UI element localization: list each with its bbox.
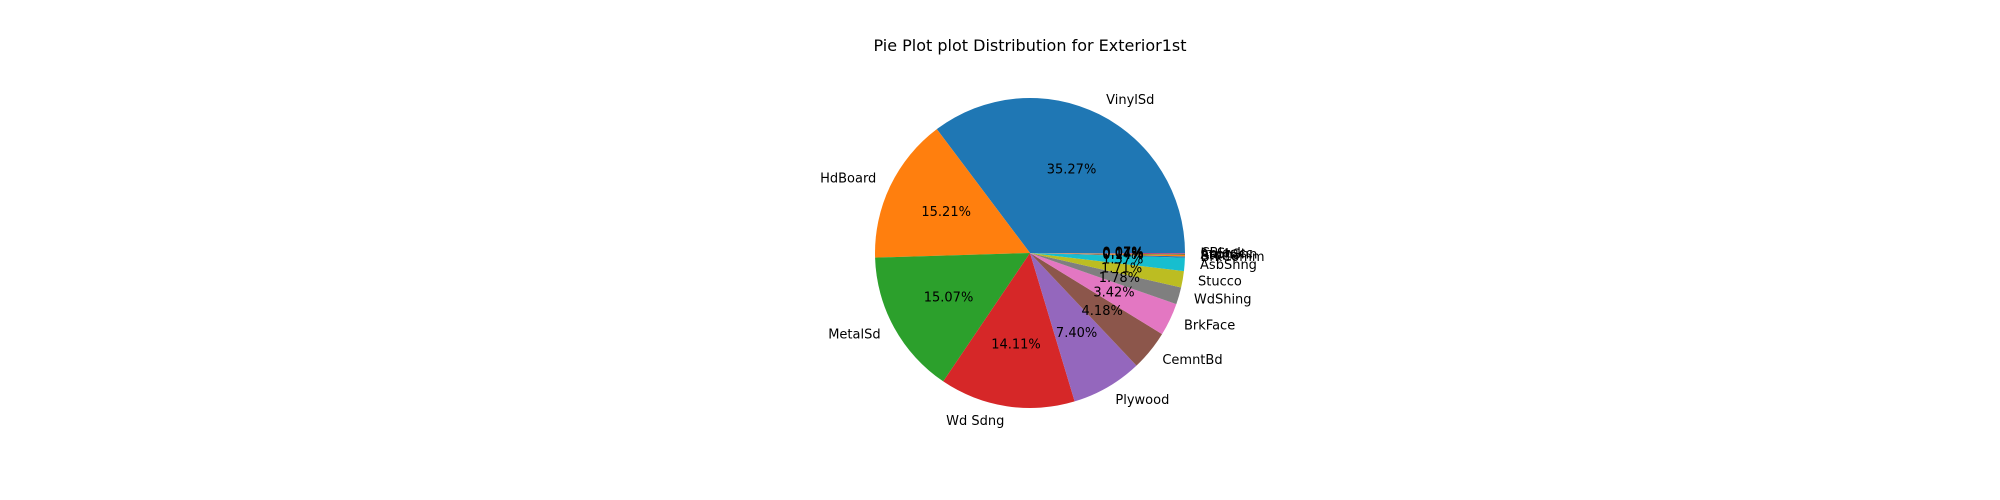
slice-pct-cblock: 0.07% <box>1102 246 1143 261</box>
pie-slice-cemntbd <box>1030 253 1163 366</box>
slice-pct-stone: 0.14% <box>1102 247 1143 262</box>
slice-label-brkcomm: BrkComm <box>1200 250 1264 265</box>
pie-slice-asbshng <box>1030 253 1185 272</box>
slice-label-metalsd: MetalSd <box>828 328 880 343</box>
pie-slice-imstucc <box>1030 253 1185 255</box>
pie-slice-cblock <box>1030 253 1185 254</box>
pie-slice-metalsd <box>875 253 1030 382</box>
pie-slice-brkcomm <box>1030 253 1185 258</box>
pie-slice-wdshing <box>1030 253 1182 305</box>
chart-title: Pie Plot plot Distribution for Exterior1… <box>873 36 1186 55</box>
pie-slice-wd-sdng <box>943 253 1075 408</box>
slice-pct-brkcomm: 0.14% <box>1102 248 1143 263</box>
slice-label-wdshing: WdShing <box>1194 293 1252 308</box>
slice-pct-wdshing: 1.78% <box>1099 271 1140 286</box>
slice-pct-imstucc: 0.07% <box>1102 246 1143 261</box>
slice-pct-asbshng: 1.37% <box>1102 252 1143 267</box>
slice-label-cemntbd: CemntBd <box>1162 353 1222 368</box>
slice-pct-metalsd: 15.07% <box>924 290 974 305</box>
slice-label-stone: Stone <box>1200 248 1238 263</box>
slice-pct-brkface: 3.42% <box>1093 285 1134 300</box>
slice-pct-hdboard: 15.21% <box>921 205 971 220</box>
slice-label-brkface: BrkFace <box>1184 319 1235 334</box>
slice-label-imstucc: ImStucc <box>1200 247 1252 262</box>
pie-labels: VinylSd 35.27% HdBoard 15.21% MetalSd 15.07% W… <box>820 93 1265 429</box>
slice-pct-plywood: 7.40% <box>1056 326 1097 341</box>
pie-slice-plywood <box>1030 253 1137 402</box>
slice-label-cblock: CBlock <box>1200 246 1245 261</box>
slice-label-stucco: Stucco <box>1198 274 1242 289</box>
pie-slice-brkface <box>1030 253 1177 335</box>
slice-label-vinylsd: VinylSd <box>1106 93 1154 108</box>
pie-slice-asphshn <box>1030 253 1185 256</box>
slice-label-asphshn: AsphShn <box>1200 247 1257 262</box>
slice-label-plywood: Plywood <box>1115 393 1169 408</box>
slice-pct-cemntbd: 4.18% <box>1082 304 1123 319</box>
pie-slices <box>875 98 1185 408</box>
slice-pct-stucco: 1.71% <box>1101 261 1142 276</box>
pie-slice-vinylsd <box>936 98 1185 253</box>
slice-label-wd-sdng: Wd Sdng <box>946 414 1004 429</box>
slice-pct-asphshn: 0.07% <box>1102 247 1143 262</box>
slice-label-hdboard: HdBoard <box>820 172 876 187</box>
pie-slice-hdboard <box>875 129 1030 258</box>
slice-label-asbshng: AsbShng <box>1200 258 1257 273</box>
pie-slice-stone <box>1030 253 1185 257</box>
slice-pct-vinylsd: 35.27% <box>1047 162 1097 177</box>
slice-pct-wd-sdng: 14.11% <box>991 337 1041 352</box>
pie-slice-stucco <box>1030 253 1184 288</box>
